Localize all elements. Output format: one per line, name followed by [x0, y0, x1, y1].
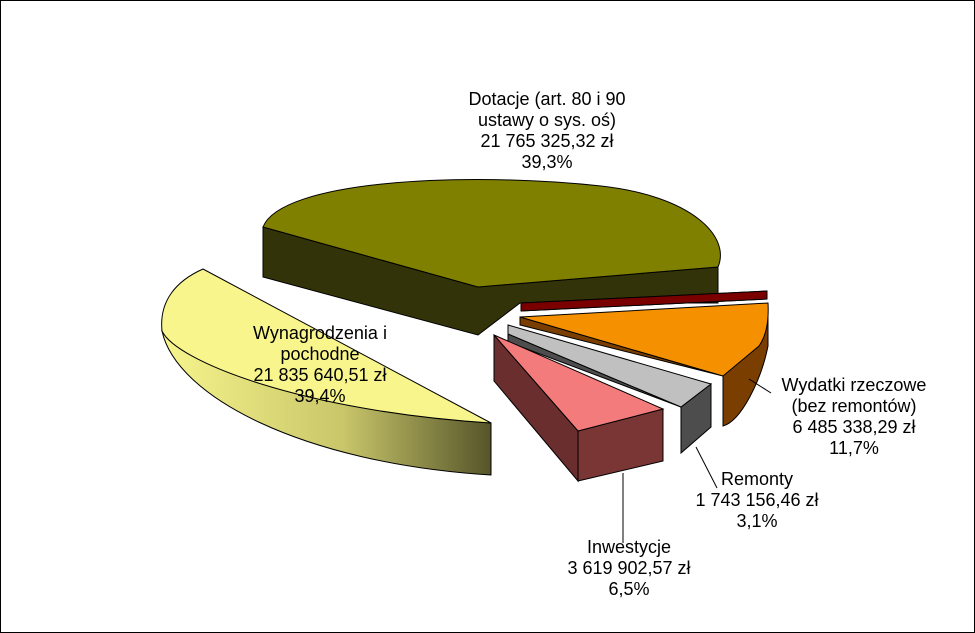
slice-sides [161, 226, 769, 483]
slice-label-wydatki-rzeczowe: Wydatki rzeczowe (bez remontów) 6 485 338,… [782, 375, 927, 458]
leader-wydatki [748, 378, 772, 394]
slice-label-line: 3 619 902,57 zł [567, 558, 690, 578]
slice-label-line: 21 835 640,51 zł [253, 365, 386, 385]
slice-label-line: 6,5% [608, 579, 649, 599]
slice-label-line: 11,7% [829, 438, 879, 458]
slice-label-line: Wydatki rzeczowe [782, 375, 927, 395]
slice-label-dotacje: Dotacje (art. 80 i 90 ustawy o sys. oś) 21… [468, 89, 625, 172]
slice-label-inwestycje: Inwestycje 3 619 902,57 zł 6,5% [567, 537, 690, 599]
slice-label-line: 6 485 338,29 zł [792, 417, 915, 437]
slice-label-line: ustawy o sys. oś) [478, 110, 616, 130]
slice-side-wydatki [519, 305, 769, 427]
slice-labels: Dotacje (art. 80 i 90 ustawy o sys. oś) 21… [253, 89, 926, 599]
slice-label-wynagrodzenia: Wynagrodzenia i pochodne 21 835 640,51 zł 3… [253, 323, 387, 406]
slice-label-line: 3,1% [736, 511, 777, 531]
slice-label-line: Remonty [721, 469, 793, 489]
slice-label-remonty: Remonty 1 743 156,46 zł 3,1% [695, 469, 818, 531]
slice-label-line: Wynagrodzenia i [253, 323, 387, 343]
slice-wydatki-rzeczowe[interactable] [519, 302, 769, 377]
slice-label-line: Inwestycje [587, 537, 671, 557]
slice-dotacje[interactable] [262, 179, 721, 288]
slice-wynagrodzenia[interactable] [161, 268, 492, 424]
slice-label-line: (bez remontów) [791, 396, 916, 416]
slice-label-line: 39,3% [521, 152, 572, 172]
leader-lines [622, 378, 772, 543]
slice-label-line: pochodne [280, 344, 359, 364]
slice-remonty[interactable] [507, 324, 713, 408]
slice-label-line: 21 765 325,32 zł [480, 131, 613, 151]
slice-label-line: 39,4% [294, 386, 345, 406]
leader-remonty [695, 446, 718, 489]
slice-label-line: Dotacje (art. 80 i 90 [468, 89, 625, 109]
slice-tops [161, 179, 769, 432]
slice-label-line: 1 743 156,46 zł [695, 490, 818, 510]
slice-inwestycje[interactable] [493, 334, 665, 432]
slice-inne[interactable] [520, 290, 768, 312]
